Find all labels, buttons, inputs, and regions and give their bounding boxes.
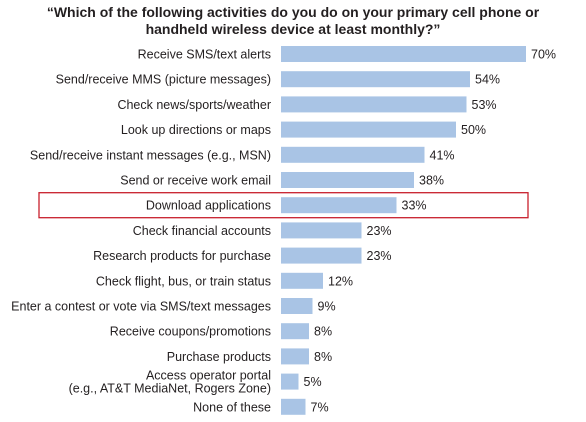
category-label: Access operator portal (e.g., AT&T MediaN… [69, 369, 271, 396]
category-label: Purchase products [167, 350, 271, 364]
chart-title: “Which of the following activities do yo… [0, 4, 586, 38]
bar [281, 272, 323, 289]
value-label: 9% [318, 300, 336, 314]
chart-title-line-2: handheld wireless device at least monthl… [145, 21, 441, 37]
value-label: 41% [430, 148, 455, 162]
category-label: Research products for purchase [93, 249, 271, 263]
value-label: 50% [461, 123, 486, 137]
chart-title-line-1: “Which of the following activities do yo… [46, 4, 540, 20]
bar [281, 247, 362, 264]
category-label: Send or receive work email [120, 174, 271, 188]
category-label: Check flight, bus, or train status [96, 274, 271, 288]
value-label: 7% [311, 400, 329, 414]
category-label: None of these [193, 400, 271, 414]
bar [281, 298, 313, 314]
bar [281, 96, 467, 113]
value-label: 5% [304, 375, 322, 389]
value-label: 38% [419, 174, 444, 188]
value-label: 53% [472, 98, 497, 112]
category-label: Send/receive instant messages (e.g., MSN… [30, 148, 271, 162]
bar [281, 172, 414, 188]
value-label: 54% [475, 73, 500, 87]
category-label: Receive SMS/text alerts [138, 48, 271, 62]
bar [281, 71, 470, 88]
highlight-box [38, 192, 529, 219]
value-label: 8% [314, 325, 332, 339]
value-label: 33% [402, 199, 427, 213]
category-label: Look up directions or maps [121, 123, 271, 137]
value-label: 23% [367, 249, 392, 263]
value-label: 70% [531, 48, 556, 62]
category-label: Enter a contest or vote via SMS/text mes… [11, 300, 271, 314]
category-label: Send/receive MMS (picture messages) [56, 73, 271, 87]
value-label: 8% [314, 350, 332, 364]
bar [281, 197, 397, 214]
value-label: 23% [367, 224, 392, 238]
category-label: Download applications [146, 199, 271, 213]
bar [281, 222, 362, 239]
category-label: Check news/sports/weather [117, 98, 271, 112]
bar [281, 46, 526, 62]
value-label: 12% [328, 274, 353, 288]
bar [281, 373, 299, 390]
bar [281, 348, 309, 365]
category-label: Check financial accounts [133, 224, 271, 238]
bar [281, 146, 425, 163]
bar [281, 121, 456, 138]
bar [281, 323, 309, 340]
category-label: Receive coupons/promotions [110, 325, 271, 339]
bar [281, 398, 306, 415]
